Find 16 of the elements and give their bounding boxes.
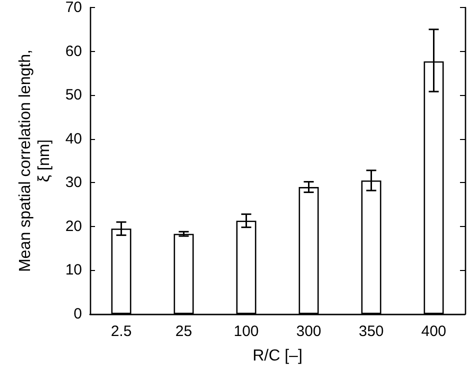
- x-tick-label: 350: [358, 323, 384, 340]
- x-tick-label: 25: [175, 323, 192, 340]
- y-tick-label: 70: [65, 0, 82, 16]
- y-axis-title: Mean spatial correlation length, ξ [nm]: [17, 50, 53, 272]
- x-tick-label: 300: [296, 323, 322, 340]
- y-tick-label: 50: [65, 86, 82, 104]
- y-tick-label: 10: [65, 262, 82, 279]
- y-tick-label: 40: [65, 130, 82, 148]
- y-tick-label: 20: [65, 218, 82, 235]
- x-axis-title: R/C [–]: [252, 348, 302, 364]
- x-tick-label: 400: [421, 323, 446, 340]
- x-tick-label: 2.5: [110, 323, 132, 340]
- y-tick-label: 60: [65, 42, 82, 60]
- x-tick-label: 100: [234, 323, 259, 340]
- y-tick-label: 30: [65, 174, 82, 192]
- y-tick-label: 0: [74, 306, 82, 322]
